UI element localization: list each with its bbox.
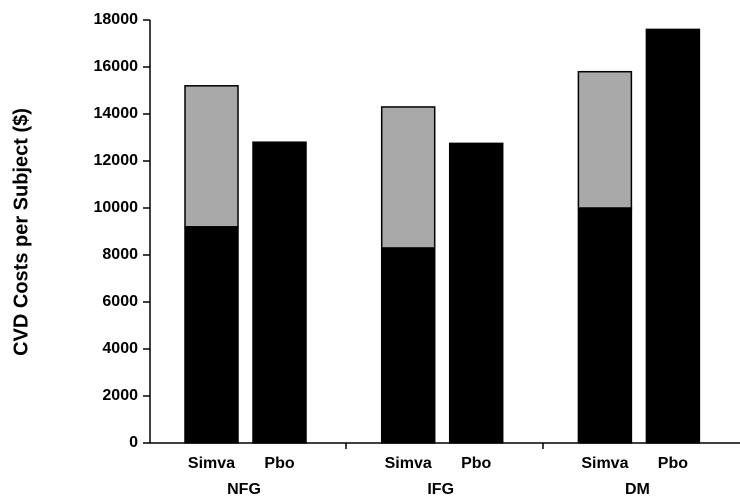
bar-segment (184, 226, 239, 444)
bar-segment (380, 247, 436, 444)
bar-segment (577, 207, 633, 444)
x-tick-label: Simva (581, 455, 628, 472)
bar-segment (252, 141, 307, 444)
y-tick-label: 4000 (102, 340, 138, 357)
bar-segment (645, 28, 701, 444)
x-tick-label: Pbo (658, 455, 688, 472)
group-label: DM (625, 481, 650, 498)
bar-segment (184, 85, 239, 228)
bar-segment (380, 106, 436, 249)
x-tick-label: Simva (188, 455, 235, 472)
y-tick-label: 2000 (102, 387, 138, 404)
group-label: IFG (427, 481, 454, 498)
bar-segment (448, 142, 504, 444)
y-tick-label: 16000 (94, 58, 139, 75)
y-tick-label: 18000 (94, 11, 139, 28)
x-tick-label: Simva (385, 455, 432, 472)
y-tick-label: 8000 (102, 246, 138, 263)
y-axis-label: CVD Costs per Subject ($) (10, 108, 32, 356)
x-tick-label: Pbo (461, 455, 491, 472)
y-tick-label: 12000 (94, 152, 139, 169)
bar-segment (577, 70, 633, 209)
y-tick-label: 14000 (94, 105, 139, 122)
group-label: NFG (227, 481, 261, 498)
y-tick-label: 10000 (94, 199, 139, 216)
x-tick-label: Pbo (264, 455, 294, 472)
y-tick-label: 0 (129, 434, 138, 451)
y-tick-label: 6000 (102, 293, 138, 310)
